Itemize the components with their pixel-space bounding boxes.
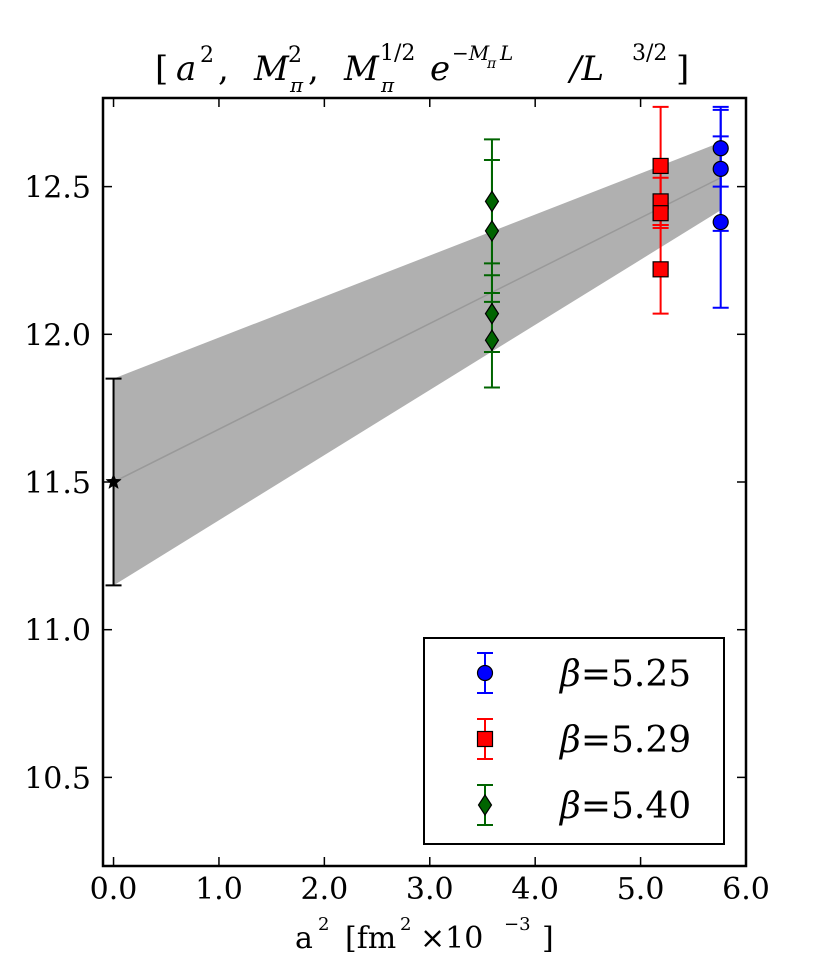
legend-label: β=5.40 [558,786,691,827]
svg-text:/L: /L [567,49,604,89]
svg-text:×10: ×10 [420,921,483,956]
extrapolated-point [105,473,122,490]
x-tick-label: 3.0 [406,872,454,907]
legend-label: β=5.25 [558,654,691,695]
legend-marker [476,664,494,682]
series-0-point [712,213,729,231]
svg-text:,: , [308,49,319,89]
svg-text:L: L [499,41,513,65]
series-2-point [484,302,500,325]
legend-label: β=5.29 [558,720,691,761]
y-tick-label: 11.5 [24,466,91,501]
series-2-point [484,329,500,352]
svg-text:1/2: 1/2 [380,41,415,66]
series-1-point [652,261,669,278]
x-tick-label: 4.0 [511,872,559,907]
legend-marker [476,730,494,748]
y-tick-label: 11.0 [24,614,91,649]
series-2-point [484,190,500,213]
svg-text:a: a [176,49,196,89]
series-0-point [712,140,729,157]
svg-text:−M: −M [452,41,490,65]
legend-item: β=5.40 [477,784,691,827]
x-tick-label: 2.0 [301,872,349,907]
legend-item: β=5.25 [476,652,691,695]
fit-band [113,142,721,586]
svg-text:e: e [430,49,450,89]
x-axis-label: a 2 [fm 2 ×10 −3 ] [295,914,554,956]
svg-text:[: [ [155,49,168,89]
x-tick-label: 1.0 [195,872,243,907]
legend: β=5.25 β=5.29 β=5.40 [423,637,725,845]
svg-text:π: π [380,73,395,97]
chart-title: [ a 2 , M 2 π , M 1/2 π e −M π L /L 3/2 … [155,41,689,97]
svg-text:M: M [343,49,380,89]
y-tick-label: 10.5 [24,761,91,796]
svg-text:2: 2 [400,914,411,935]
svg-text:2: 2 [200,43,214,68]
svg-text:−3: −3 [504,914,531,935]
svg-text:]: ] [542,921,554,956]
x-tick-label: 6.0 [722,872,770,907]
x-tick-label: 5.0 [617,872,665,907]
svg-text:3/2: 3/2 [632,41,667,66]
svg-text:π: π [289,73,304,97]
legend-box [423,637,725,845]
fit-line [113,177,722,483]
svg-text:π: π [486,56,497,72]
x-tick-label: 0.0 [90,872,138,907]
svg-text:[fm: [fm [345,921,396,956]
legend-marker [477,793,493,817]
svg-text:2: 2 [318,914,329,935]
svg-text:]: ] [676,49,689,89]
series-1-point [652,157,669,175]
plot-frame [101,96,748,868]
svg-text:a: a [295,921,313,956]
svg-text:,: , [218,49,229,89]
y-tick-label: 12.0 [24,318,91,353]
legend-item: β=5.29 [476,718,691,761]
svg-text:M: M [253,49,290,89]
series-2-point [484,219,500,243]
series-1-point [652,205,669,222]
svg-text:2: 2 [288,43,302,68]
y-tick-label: 12.5 [24,171,91,206]
series-0-point [712,160,729,177]
